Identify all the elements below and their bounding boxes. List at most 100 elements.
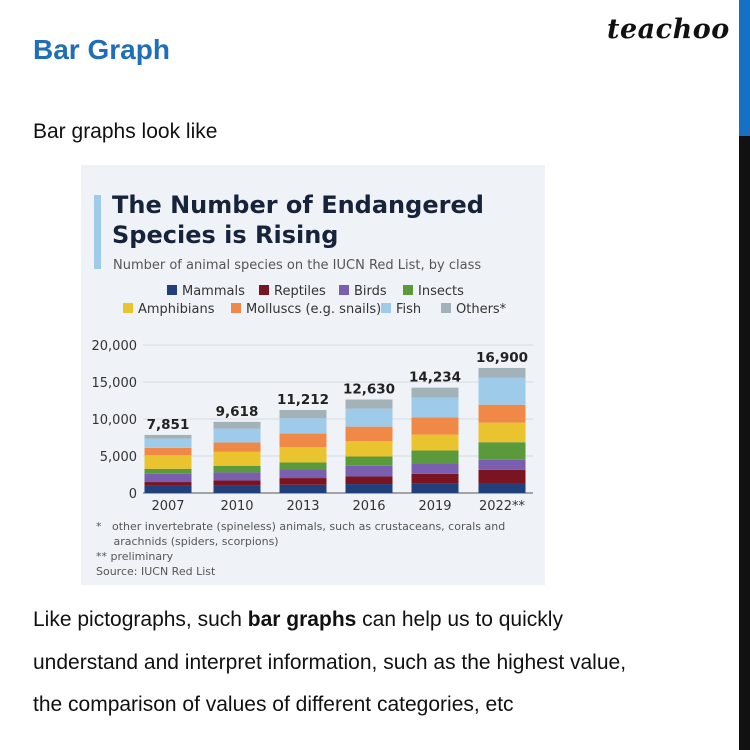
bar-segment-2010-Amphibians [213, 451, 261, 466]
bar-segment-2007-Fish [144, 438, 192, 448]
chart-image: The Number of Endangered Species is Risi… [81, 165, 545, 585]
bar-segment-2016-Reptiles [345, 476, 393, 485]
legend-label-4: Amphibians [138, 302, 215, 317]
bar-segment-2019-Others* [411, 387, 459, 398]
bar-segment-2016-Molluscs (e.g. snails) [345, 426, 393, 442]
bar-segment-2022**-Fish [478, 377, 526, 405]
bar-segment-2010-Fish [213, 428, 261, 443]
footnotes: * other invertebrate (spineless) animals… [96, 520, 505, 578]
bar-segment-2013-Fish [279, 418, 327, 434]
bar-segment-2022**-Amphibians [478, 422, 526, 443]
x-tick-label: 2019 [418, 499, 451, 514]
bar-segment-2022**-Birds [478, 459, 526, 470]
bar-segment-2019-Fish [411, 397, 459, 418]
bar-segment-2013-Others* [279, 410, 327, 419]
bar-segment-2019-Reptiles [411, 473, 459, 484]
bar-segment-2019-Amphibians [411, 434, 459, 451]
bar-graphs-bold: bar graphs [247, 608, 357, 631]
bar-segment-2007-Birds [144, 473, 192, 483]
bar-segment-2013-Amphibians [279, 447, 327, 463]
bar-segment-2013-Mammals [279, 484, 327, 493]
bar-total-label: 9,618 [216, 404, 259, 420]
slide-title: Bar Graph [33, 34, 170, 65]
y-tick-label: 0 [129, 487, 137, 502]
bar-segment-2019-Mammals [411, 483, 459, 493]
side-strip-black [739, 136, 750, 750]
x-tick-label: 2007 [151, 499, 184, 514]
bar-segment-2007-Amphibians [144, 455, 192, 469]
chart-title-line2: Species is Rising [112, 221, 338, 249]
bar-segment-2022**-Reptiles [478, 469, 526, 484]
bar-total-label: 11,212 [277, 392, 329, 408]
plot-area: 0 5,000 10,000 15,000 20,000 7,851 2007 9,618 20… [92, 339, 533, 514]
legend-swatch-6 [381, 303, 391, 313]
legend-label-5: Molluscs (e.g. snails) [246, 302, 381, 317]
bar-segment-2010-Mammals [213, 485, 261, 493]
bar-segment-2013-Insects [279, 462, 327, 470]
y-tick-label: 5,000 [100, 450, 137, 465]
paragraph-line-1: Like pictographs, such bar graphs can he… [33, 608, 563, 632]
bar-segment-2013-Molluscs (e.g. snails) [279, 433, 327, 448]
bar-total-label: 12,630 [343, 382, 395, 398]
bar-segment-2007-Molluscs (e.g. snails) [144, 447, 192, 456]
bar-segment-2013-Reptiles [279, 478, 327, 485]
legend: Mammals Reptiles Birds Insects Amphibians Mol… [123, 284, 507, 317]
bar-segment-2010-Insects [213, 465, 261, 473]
legend-swatch-1 [259, 285, 269, 295]
side-strip-blue [739, 0, 750, 136]
bar-segment-2022**-Others* [478, 367, 526, 378]
bar-total-label: 14,234 [409, 370, 461, 386]
bar-segment-2022**-Insects [478, 442, 526, 460]
bar-segment-2010-Molluscs (e.g. snails) [213, 442, 261, 452]
bar-segment-2019-Insects [411, 450, 459, 464]
x-tick-label: 2016 [352, 499, 385, 514]
bar-segment-2010-Others* [213, 421, 261, 429]
y-tick-label: 20,000 [92, 339, 138, 354]
bar-segment-2007-Reptiles [144, 482, 192, 486]
bar-total-label: 16,900 [476, 350, 528, 366]
bar-segment-2016-Insects [345, 456, 393, 466]
bar-segment-2016-Birds [345, 465, 393, 477]
legend-label-6: Fish [396, 302, 421, 317]
bar-segment-2016-Others* [345, 399, 393, 409]
footnote-3: Source: IUCN Red List [96, 565, 216, 578]
teachoo-logo: teachoo [607, 14, 730, 45]
legend-swatch-2 [339, 285, 349, 295]
paragraph-line-1-pre: Like pictographs, such [33, 608, 248, 631]
bar-total-label: 7,851 [147, 417, 190, 433]
bar-segment-2007-Mammals [144, 485, 192, 493]
bar-segment-2016-Fish [345, 408, 393, 427]
bar-segment-2010-Birds [213, 472, 261, 481]
bar-segment-2022**-Molluscs (e.g. snails) [478, 404, 526, 423]
intro-text: Bar graphs look like [33, 120, 218, 143]
bar-segment-2007-Insects [144, 468, 192, 474]
bar-segment-2007-Others* [144, 434, 192, 439]
footnote-1: arachnids (spiders, scorpions) [96, 535, 279, 548]
x-tick-label: 2013 [286, 499, 319, 514]
legend-swatch-4 [123, 303, 133, 313]
bar-segment-2019-Molluscs (e.g. snails) [411, 417, 459, 435]
chart-subtitle: Number of animal species on the IUCN Red… [113, 258, 481, 273]
footnote-2: ** preliminary [96, 550, 174, 563]
x-tick-label: 2010 [220, 499, 253, 514]
y-tick-label: 15,000 [92, 376, 138, 391]
bar-segment-2010-Reptiles [213, 480, 261, 486]
bar-segment-2016-Mammals [345, 484, 393, 493]
legend-swatch-0 [167, 285, 177, 295]
paragraph-line-1-post: can help us to quickly [356, 608, 563, 631]
bar-segment-2022**-Mammals [478, 483, 526, 493]
legend-label-1: Reptiles [274, 284, 326, 299]
paragraph-line-3: the comparison of values of different ca… [33, 693, 514, 716]
bar-segment-2013-Birds [279, 469, 327, 479]
title-accent-bar [94, 195, 101, 269]
chart-title-line1: The Number of Endangered [112, 191, 484, 219]
footnote-0: * other invertebrate (spineless) animals… [96, 520, 505, 533]
stacked-bar-chart: The Number of Endangered Species is Risi… [92, 191, 533, 578]
legend-label-3: Insects [418, 284, 464, 299]
legend-label-2: Birds [354, 284, 387, 299]
x-tick-label: 2022** [479, 499, 526, 514]
legend-swatch-7 [441, 303, 451, 313]
bar-segment-2019-Birds [411, 463, 459, 474]
legend-swatch-3 [403, 285, 413, 295]
legend-label-0: Mammals [182, 284, 245, 299]
